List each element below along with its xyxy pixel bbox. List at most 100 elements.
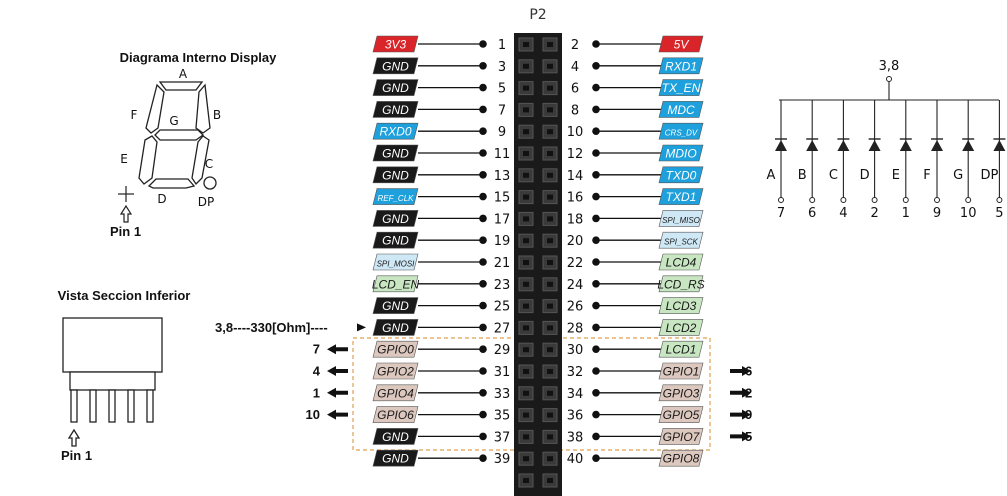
- segment-a: [158, 81, 204, 91]
- leg-1: [70, 389, 78, 423]
- left-pin-number: 25: [494, 300, 511, 315]
- header-pin-hole: [523, 478, 529, 483]
- arrow-right-icon: [730, 366, 751, 376]
- header-pin-hole: [523, 347, 529, 353]
- right-pin-label: TXD0: [666, 168, 697, 182]
- diode-segment-label: G: [953, 168, 963, 183]
- segment-label-b: B: [213, 108, 221, 122]
- header-pin-hole: [523, 107, 529, 113]
- right-pin-number: 16: [567, 191, 584, 206]
- left-pin-number: 1: [498, 38, 506, 53]
- header-pin-hole: [523, 390, 529, 396]
- right-pin-label: GPIO5: [663, 408, 700, 422]
- pin1-marker-bottom: [67, 428, 81, 447]
- header-pin-hole: [523, 63, 529, 69]
- header-pin-hole: [547, 194, 553, 200]
- left-pin-label-box: [372, 406, 419, 423]
- right-pin-label-box: [658, 384, 704, 402]
- arrow-right-icon: [357, 323, 366, 332]
- header-pin-hole: [547, 42, 553, 47]
- pin-dot: [479, 236, 487, 244]
- pin-dot: [479, 389, 487, 397]
- left-pin-label-box: [372, 231, 419, 249]
- pin-dot: [479, 323, 487, 332]
- segment-c: [191, 135, 210, 186]
- right-pin-label: RXD1: [665, 59, 697, 73]
- left-pin-label-box: [372, 362, 419, 380]
- left-pin-number: 39: [494, 452, 511, 467]
- display-pin-annotation: 4: [313, 364, 321, 379]
- diode-icon: [962, 140, 975, 151]
- right-pin-label: MDC: [667, 103, 695, 117]
- arrow-left-icon: [327, 387, 348, 398]
- right-pin-label: TXD1: [666, 190, 697, 204]
- segment-b: [195, 83, 211, 134]
- right-pin-label: LCD_RS: [657, 277, 704, 291]
- left-pin-number: 17: [494, 212, 511, 227]
- header-pin-hole: [523, 129, 529, 135]
- pin-dot: [479, 149, 487, 157]
- header-pin-hole: [547, 434, 553, 440]
- leg-2: [89, 389, 97, 423]
- header-pin-hole: [523, 325, 529, 331]
- left-pin-label: GND: [382, 212, 409, 226]
- left-pin-label: GND: [382, 103, 409, 117]
- header-pin-hole: [523, 369, 529, 374]
- right-pin-label-box: [658, 101, 704, 118]
- pin-dot: [479, 432, 487, 441]
- left-pin-label: GND: [382, 430, 409, 444]
- left-pin-label-box: [372, 188, 419, 205]
- header-pin-hole: [523, 85, 529, 91]
- diode-icon: [899, 140, 912, 151]
- pin1-marker-top: [118, 186, 134, 223]
- left-pin-label: GND: [382, 452, 409, 466]
- right-pin-number: 4: [571, 60, 579, 75]
- right-pin-label-box: [658, 231, 704, 249]
- right-pin-label-box: [658, 319, 704, 336]
- left-pin-label: 3V3: [385, 38, 407, 52]
- right-pin-label: GPIO3: [663, 386, 700, 400]
- left-pin-label-box: [372, 297, 419, 314]
- right-pin-number: 22: [567, 256, 584, 271]
- header-pin-hole: [547, 390, 553, 396]
- segment-dp: [203, 176, 217, 190]
- pin1-label-top: Pin 1: [110, 224, 141, 239]
- header-pin-hole: [523, 303, 529, 309]
- diode-icon: [806, 140, 819, 151]
- left-pin-label: GND: [382, 59, 409, 73]
- right-pin-label: LCD4: [666, 256, 697, 270]
- right-pin-number: 14: [567, 169, 584, 184]
- left-pin-label-box: [372, 384, 419, 402]
- left-pin-number: 15: [494, 191, 511, 206]
- header-pin-hole: [547, 478, 553, 483]
- left-pin-number: 27: [494, 321, 511, 336]
- header-pin-hole: [547, 347, 553, 353]
- right-pin-label: LCD3: [666, 299, 697, 313]
- right-pin-label: SPI_SCK: [664, 238, 698, 247]
- right-pin-label: GPIO1: [663, 365, 700, 379]
- left-pin-label: LCD_EN: [372, 277, 420, 291]
- right-pin-label: GPIO8: [663, 452, 700, 466]
- left-pin-label-box: [372, 210, 419, 227]
- pin-dot: [479, 105, 487, 114]
- left-pin-label: GPIO4: [377, 386, 414, 400]
- pin-rows: 3V3 1 GND 3 GND 5 GND 7 RXD0 9 GND 11 GND 13 REF_CLK 15…: [372, 35, 705, 467]
- left-pin-label-box: [372, 79, 419, 96]
- left-pin-label: GND: [382, 234, 409, 248]
- display-pin-annotation: 2: [745, 385, 752, 400]
- header-pin-hole: [547, 172, 553, 178]
- right-pin-label: LCD1: [666, 343, 697, 357]
- header-pin-hole: [523, 434, 529, 440]
- diode-pin-number: 10: [960, 206, 977, 221]
- left-pin-number: 21: [494, 256, 511, 271]
- right-pin-label-box: [658, 122, 704, 140]
- leg-3: [108, 389, 116, 423]
- header-pin-hole: [547, 151, 553, 156]
- header-pin-hole: [547, 63, 553, 69]
- diode-c: C4: [829, 100, 850, 221]
- right-pin-label-box: [658, 297, 704, 314]
- diode-segment-label: C: [829, 168, 838, 183]
- diode-g: G 10: [953, 100, 976, 221]
- segment-label-d: D: [157, 192, 166, 206]
- left-pin-label-box: [372, 166, 419, 184]
